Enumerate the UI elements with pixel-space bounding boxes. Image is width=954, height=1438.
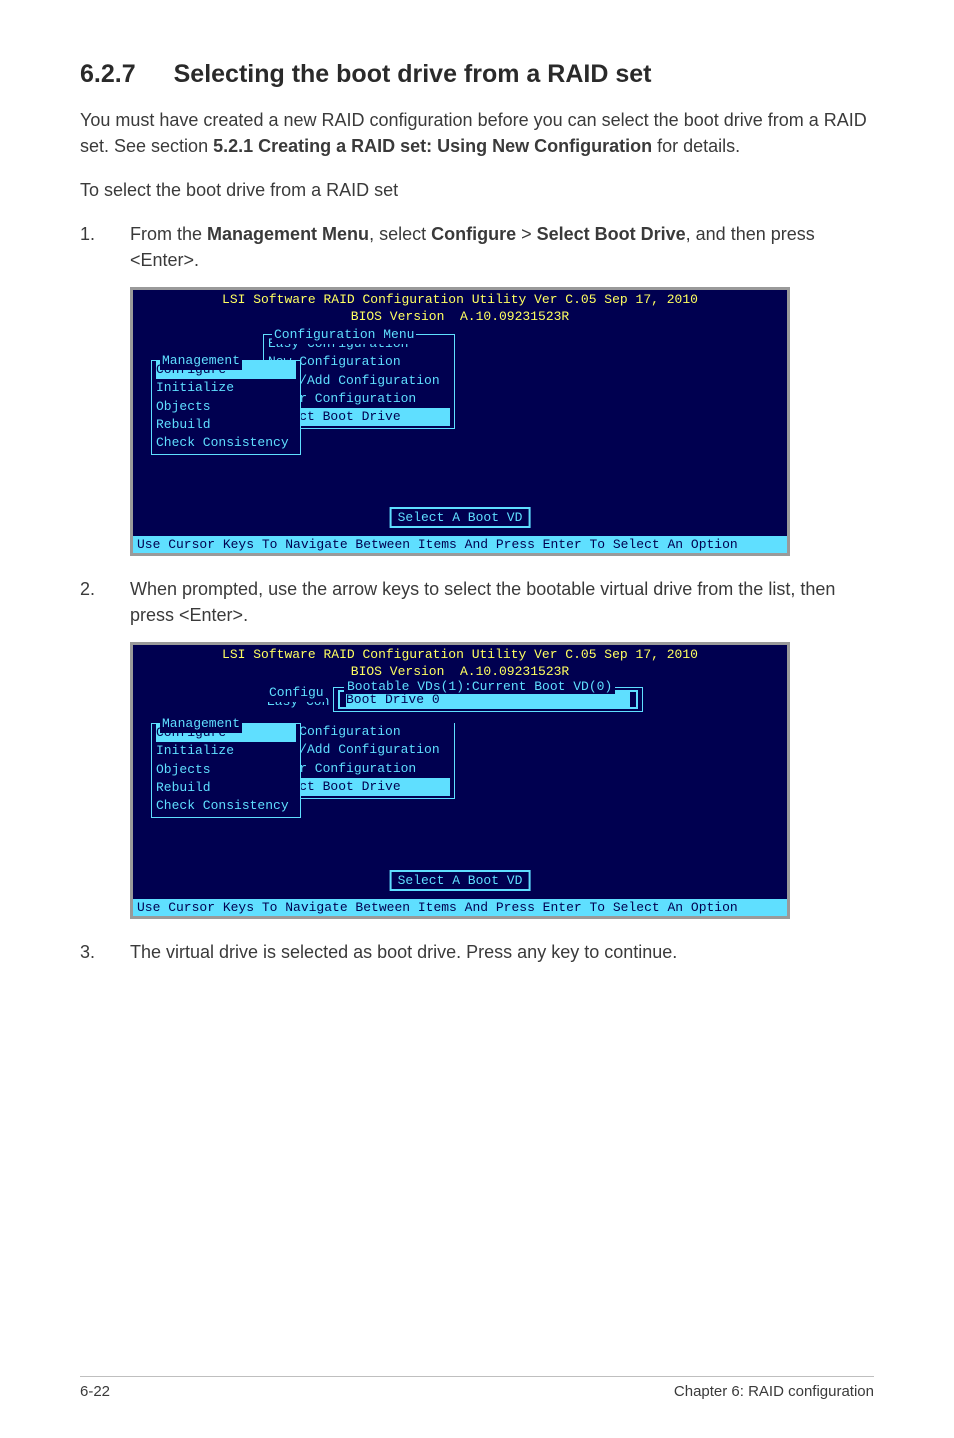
management-menu-label: Management bbox=[160, 352, 242, 370]
page-number: 6-22 bbox=[80, 1383, 110, 1400]
bios-body: Configuration Menu Easy Configuration Ne… bbox=[133, 326, 787, 536]
status-box: Select A Boot VD bbox=[390, 507, 531, 528]
mgmt2-check[interactable]: Check Consistency bbox=[156, 797, 296, 815]
bios-title-2: LSI Software RAID Configuration Utility … bbox=[133, 645, 787, 681]
mgmt-rebuild[interactable]: Rebuild bbox=[156, 416, 296, 434]
step-2-num: 2. bbox=[80, 576, 130, 628]
intro-paragraph: You must have created a new RAID configu… bbox=[80, 107, 874, 159]
bios-footer-2: Use Cursor Keys To Navigate Between Item… bbox=[133, 899, 787, 916]
bios-footer: Use Cursor Keys To Navigate Between Item… bbox=[133, 536, 787, 553]
lead-line: To select the boot drive from a RAID set bbox=[80, 177, 874, 203]
s1-b3: Select Boot Drive bbox=[537, 224, 686, 244]
bios-title-l2: BIOS Version A.10.09231523R bbox=[351, 309, 569, 324]
config-menu-fragment: Configu Easy Con bbox=[263, 693, 333, 713]
mgmt-objects[interactable]: Objects bbox=[156, 398, 296, 416]
page-footer: 6-22 Chapter 6: RAID configuration bbox=[80, 1376, 874, 1400]
mgmt-initialize[interactable]: Initialize bbox=[156, 379, 296, 397]
bootable-vds-group: Bootable VDs(1):Current Boot VD(0) Boot … bbox=[333, 687, 643, 712]
mgmt2-initialize[interactable]: Initialize bbox=[156, 742, 296, 760]
section-title: Selecting the boot drive from a RAID set bbox=[174, 60, 652, 88]
bios-screenshot-2: LSI Software RAID Configuration Utility … bbox=[130, 642, 874, 919]
status-box-2: Select A Boot VD bbox=[390, 870, 531, 891]
mgmt-check[interactable]: Check Consistency bbox=[156, 434, 296, 452]
boot-drive-0[interactable]: Boot Drive 0 bbox=[346, 692, 630, 707]
step-1-text: From the Management Menu, select Configu… bbox=[130, 221, 874, 273]
bios-screen-2: LSI Software RAID Configuration Utility … bbox=[130, 642, 790, 919]
bios-title-l1: LSI Software RAID Configuration Utility … bbox=[222, 292, 698, 307]
s1-mid1: , select bbox=[369, 224, 431, 244]
configuration-menu-label: Configuration Menu bbox=[272, 326, 416, 344]
step-3-text: The virtual drive is selected as boot dr… bbox=[130, 939, 677, 965]
step-2: 2. When prompted, use the arrow keys to … bbox=[80, 576, 874, 628]
bios-title: LSI Software RAID Configuration Utility … bbox=[133, 290, 787, 326]
chapter-label: Chapter 6: RAID configuration bbox=[674, 1383, 874, 1400]
bios-screenshot-1: LSI Software RAID Configuration Utility … bbox=[130, 287, 874, 556]
s1-b1: Management Menu bbox=[207, 224, 369, 244]
bios-title2-l2: BIOS Version A.10.09231523R bbox=[351, 664, 569, 679]
bios-title2-l1: LSI Software RAID Configuration Utility … bbox=[222, 647, 698, 662]
mgmt2-objects[interactable]: Objects bbox=[156, 761, 296, 779]
s1-b2: Configure bbox=[431, 224, 516, 244]
management-menu: Management Configure Initialize Objects … bbox=[151, 360, 301, 455]
intro-post: for details. bbox=[652, 136, 740, 156]
bootable-vds-label: Bootable VDs(1):Current Boot VD(0) bbox=[344, 679, 615, 694]
config-frag-label: Configu bbox=[267, 684, 326, 702]
s1-pre: From the bbox=[130, 224, 207, 244]
intro-bold: 5.2.1 Creating a RAID set: Using New Con… bbox=[213, 136, 652, 156]
step-2-text: When prompted, use the arrow keys to sel… bbox=[130, 576, 874, 628]
management-menu-2-label: Management bbox=[160, 715, 242, 733]
section-heading: 6.2.7 Selecting the boot drive from a RAI… bbox=[80, 60, 874, 89]
management-menu-2: Management Configure Initialize Objects … bbox=[151, 723, 301, 818]
step-3: 3. The virtual drive is selected as boot… bbox=[80, 939, 874, 965]
step-1: 1. From the Management Menu, select Conf… bbox=[80, 221, 874, 273]
bios-screen: LSI Software RAID Configuration Utility … bbox=[130, 287, 790, 556]
s1-mid2: > bbox=[516, 224, 537, 244]
bios-body-2: Bootable VDs(1):Current Boot VD(0) Boot … bbox=[133, 681, 787, 899]
mgmt2-rebuild[interactable]: Rebuild bbox=[156, 779, 296, 797]
section-number: 6.2.7 bbox=[80, 60, 136, 89]
step-3-num: 3. bbox=[80, 939, 130, 965]
step-1-num: 1. bbox=[80, 221, 130, 273]
